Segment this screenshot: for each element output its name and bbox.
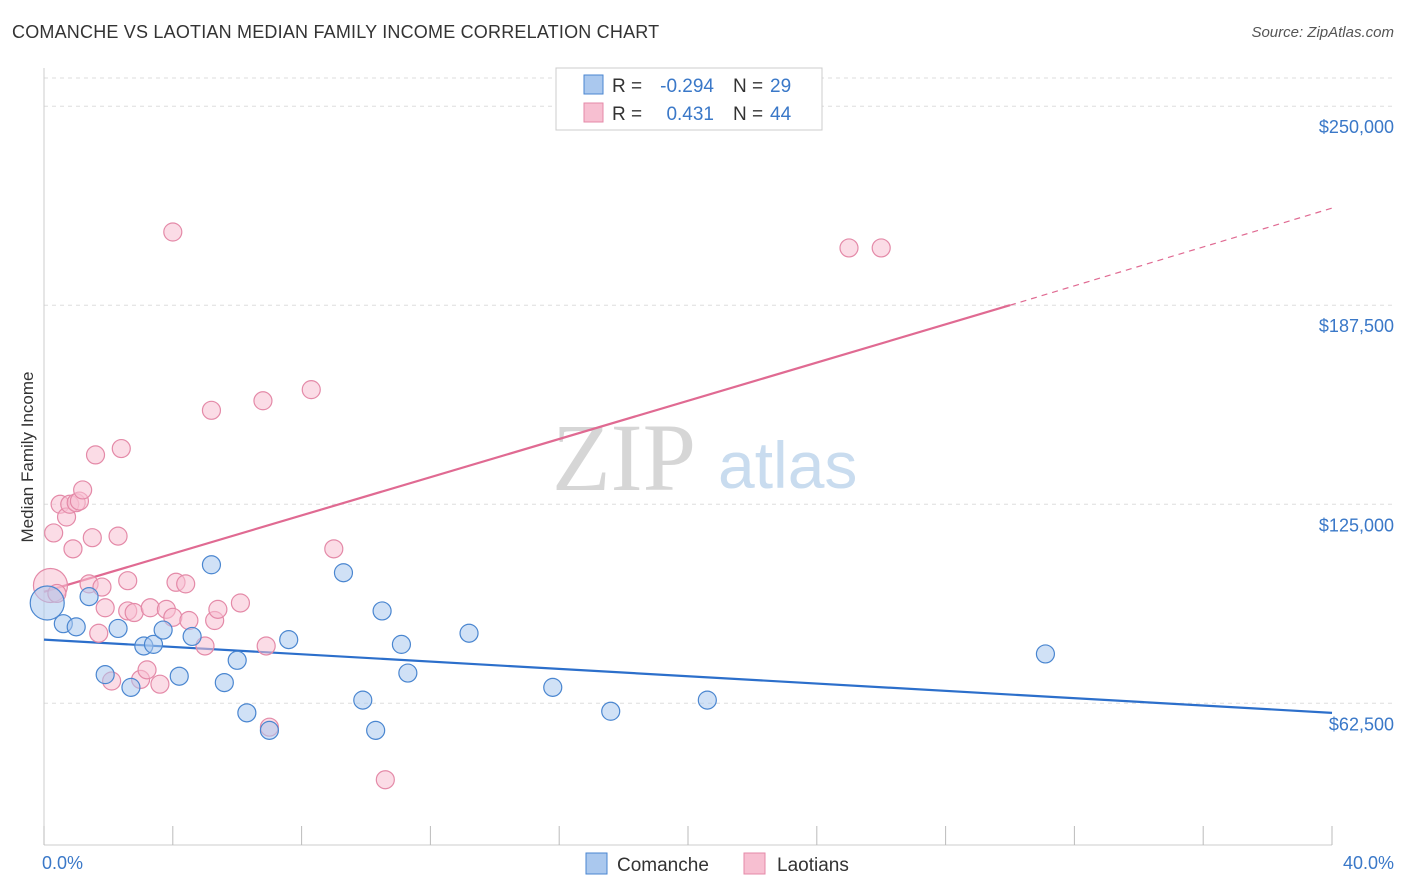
stats-legend: R = -0.294 N = 29 R = 0.431 N = 44	[555, 67, 823, 131]
x-ticks	[43, 826, 1333, 845]
comanche-point-2	[66, 617, 86, 637]
y-tick-label-0: $62,500	[1329, 714, 1394, 734]
laotian-point-11	[82, 528, 102, 548]
laotian-r-value: 0.431	[666, 104, 714, 125]
laotian-point-29	[176, 574, 196, 594]
comanche-point-0	[29, 585, 65, 621]
laotian-point-40	[301, 380, 321, 400]
comanche-point-10	[169, 666, 189, 686]
source-label: Source: ZipAtlas.com	[1251, 24, 1394, 41]
comanche-point-22	[391, 634, 412, 654]
comanche-trend-line	[43, 638, 1333, 714]
comanche-r-label: R =	[612, 76, 642, 97]
laotian-point-13	[89, 623, 109, 643]
watermark: ZIP atlas	[552, 404, 857, 511]
laotian-point-31	[179, 610, 199, 631]
comanche-point-18	[333, 563, 354, 583]
laotian-point-35	[208, 599, 228, 619]
comanche-point-23	[398, 663, 418, 683]
comanche-point-9	[153, 620, 173, 640]
laotian-point-15	[95, 598, 115, 618]
laotian-point-12	[85, 445, 106, 465]
x-tick-label-right: 40.0%	[1343, 853, 1394, 873]
comanche-point-11	[182, 626, 202, 647]
comanche-point-5	[108, 618, 128, 639]
laotian-point-17	[108, 526, 128, 546]
laotian-point-20	[118, 571, 138, 591]
laotian-n-value: 44	[770, 104, 792, 125]
comanche-point-13	[214, 672, 234, 693]
laotian-point-32	[195, 636, 215, 656]
comanche-point-21	[372, 601, 392, 621]
laotian-point-1	[44, 523, 64, 543]
laotian-n-label: N =	[733, 104, 763, 125]
watermark-zip: ZIP	[552, 404, 696, 511]
laotian-point-30	[163, 222, 183, 242]
laotian-point-24	[140, 598, 160, 618]
laotian-point-37	[253, 391, 273, 411]
laotian-point-42	[375, 770, 395, 790]
laotian-point-18	[111, 438, 131, 459]
comanche-point-3	[79, 587, 99, 607]
laotian-trend-line	[43, 304, 1011, 593]
comanche-point-25	[543, 677, 563, 697]
laotian-point-23	[137, 660, 157, 680]
comanche-point-15	[237, 703, 257, 723]
comanche-point-19	[353, 690, 373, 710]
y-tick-label-2: $187,500	[1319, 316, 1394, 336]
comanche-point-17	[279, 630, 299, 650]
y-tick-label-1: $125,000	[1319, 515, 1394, 535]
y-axis-title: Median Family Income	[18, 371, 37, 542]
laotian-point-43	[839, 238, 859, 258]
laotian-point-36	[230, 593, 251, 613]
laotian-legend-swatch	[583, 102, 604, 123]
series-legend: Comanche Laotians	[585, 852, 849, 876]
laotian-point-9	[73, 480, 93, 500]
comanche-r-value: -0.294	[660, 76, 714, 97]
comanche-point-14	[227, 650, 247, 670]
laotian-point-25	[150, 674, 170, 694]
laotian-point-38	[256, 636, 276, 656]
laotian-point-14	[92, 577, 112, 597]
comanche-point-26	[601, 701, 621, 721]
comanche-point-20	[366, 720, 386, 740]
comanche-n-label: N =	[733, 76, 763, 97]
comanche-point-12	[201, 555, 222, 575]
comanche-series-swatch	[585, 852, 608, 875]
y-tick-label-3: $250,000	[1319, 117, 1394, 137]
comanche-series-label: Comanche	[617, 855, 709, 876]
laotian-trend-extension	[1009, 207, 1333, 306]
chart-title: COMANCHE VS LAOTIAN MEDIAN FAMILY INCOME…	[12, 22, 660, 42]
comanche-points	[29, 555, 1056, 740]
comanche-point-24	[459, 623, 479, 643]
y-tick-labels: $62,500 $125,000 $187,500 $250,000	[1319, 117, 1394, 734]
comanche-point-28	[1035, 644, 1056, 664]
laotian-points	[32, 222, 891, 790]
laotian-series-label: Laotians	[777, 855, 849, 876]
laotian-point-21	[124, 602, 144, 623]
laotian-series-swatch	[743, 852, 766, 875]
comanche-point-4	[95, 665, 115, 685]
laotian-point-6	[63, 539, 83, 559]
laotian-point-33	[201, 400, 222, 420]
comanche-n-value: 29	[770, 76, 791, 97]
comanche-point-16	[259, 720, 279, 740]
watermark-atlas: atlas	[718, 428, 857, 502]
x-tick-label-left: 0.0%	[42, 853, 83, 873]
laotian-r-label: R =	[612, 104, 642, 125]
comanche-point-8	[143, 634, 164, 654]
comanche-point-27	[697, 690, 717, 710]
comanche-legend-swatch	[583, 74, 604, 95]
laotian-point-41	[324, 539, 344, 559]
laotian-point-44	[871, 238, 891, 258]
comanche-point-6	[121, 677, 141, 697]
